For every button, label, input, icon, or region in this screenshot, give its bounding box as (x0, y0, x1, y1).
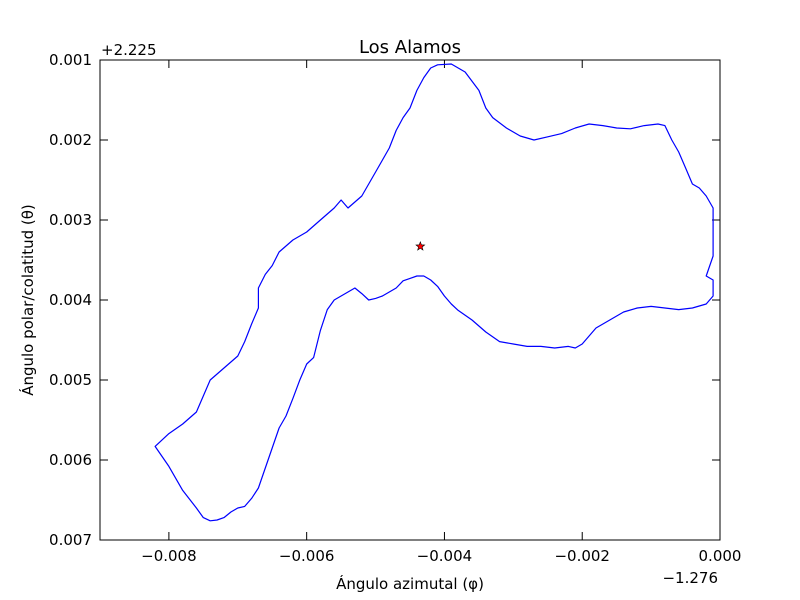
center-star-marker (415, 241, 426, 251)
x-tick-label: 0.000 (699, 547, 742, 565)
x-tick-label: −0.004 (417, 547, 473, 565)
plot-frame (99, 59, 721, 541)
chart-title: Los Alamos (359, 37, 461, 58)
axis-ticks: −0.008 −0.006 −0.004 −0.002 0.000 0.001 0.002 0… (49, 51, 741, 565)
y-axis-label: Ángulo polar/colatitud (θ) (18, 204, 37, 396)
y-tick-label: 0.003 (49, 211, 92, 229)
y-offset-label: +2.225 (101, 41, 157, 59)
y-tick-label: 0.001 (49, 51, 92, 69)
y-tick-label: 0.007 (49, 531, 92, 549)
y-tick-label: 0.002 (49, 131, 92, 149)
y-tick-label: 0.006 (49, 451, 92, 469)
boundary-line-0 (154, 63, 714, 522)
x-offset-label: −1.276 (662, 569, 718, 587)
y-tick-label: 0.004 (49, 291, 92, 309)
x-axis-label: Ángulo azimutal (φ) (336, 574, 484, 593)
plot-area (154, 63, 714, 522)
y-tick-label: 0.005 (49, 371, 92, 389)
x-tick-label: −0.002 (554, 547, 610, 565)
x-tick-label: −0.006 (279, 547, 335, 565)
x-tick-label: −0.008 (141, 547, 197, 565)
